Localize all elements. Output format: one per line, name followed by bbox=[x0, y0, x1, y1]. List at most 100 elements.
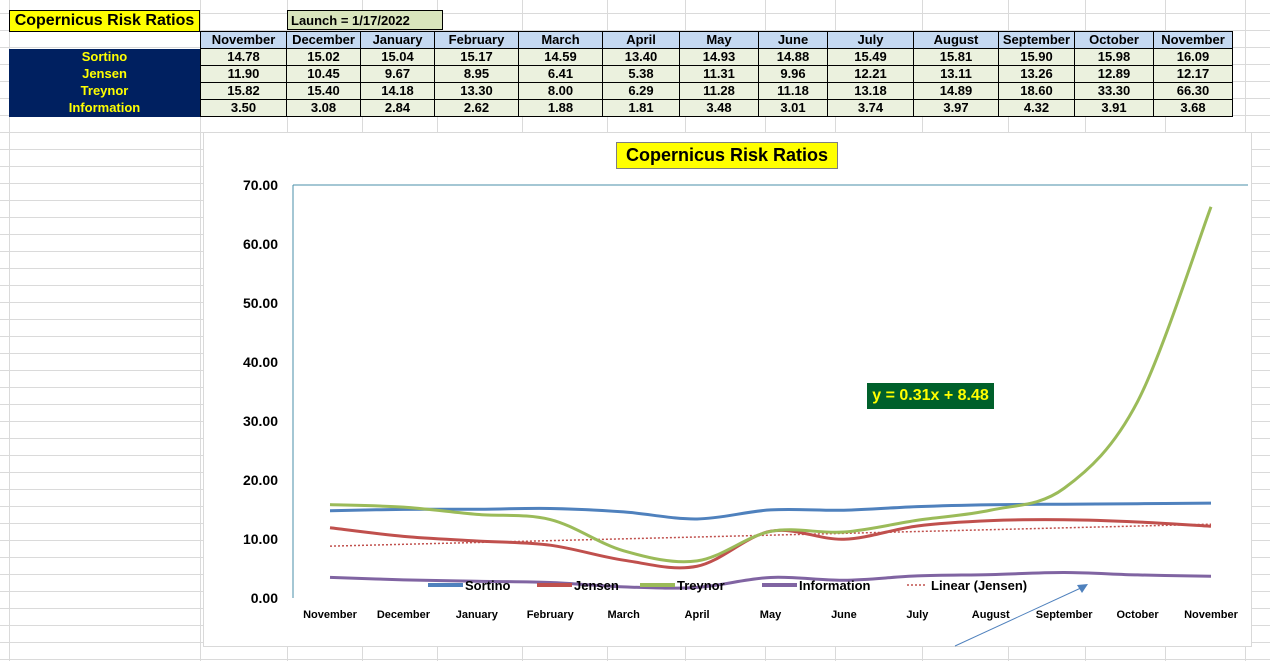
y-tick-label: 0.00 bbox=[251, 590, 278, 606]
table-row: Jensen 11.90 10.45 9.67 8.95 6.41 5.38 11.31 9.9… bbox=[9, 65, 1233, 83]
y-tick-label: 70.00 bbox=[243, 177, 278, 193]
month-header[interactable]: January bbox=[360, 31, 435, 49]
value-cell[interactable]: 18.60 bbox=[998, 82, 1075, 100]
month-header[interactable]: March bbox=[518, 31, 603, 49]
y-tick-label: 10.00 bbox=[243, 531, 278, 547]
value-cell[interactable]: 1.81 bbox=[602, 99, 680, 117]
value-cell[interactable]: 11.18 bbox=[758, 82, 828, 100]
value-cell[interactable]: 2.62 bbox=[434, 99, 519, 117]
row-label[interactable]: Treynor bbox=[9, 82, 201, 100]
value-cell[interactable]: 4.32 bbox=[998, 99, 1075, 117]
row-label[interactable]: Jensen bbox=[9, 65, 201, 83]
y-tick-label: 20.00 bbox=[243, 472, 278, 488]
value-cell[interactable]: 6.41 bbox=[518, 65, 603, 83]
arrow-head-icon bbox=[1077, 584, 1088, 593]
value-cell[interactable]: 12.17 bbox=[1153, 65, 1233, 83]
legend-label: Information bbox=[799, 578, 871, 593]
month-header[interactable]: June bbox=[758, 31, 828, 49]
legend-label: Treynor bbox=[677, 578, 725, 593]
annotation-arrow bbox=[954, 586, 1084, 647]
y-tick-label: 60.00 bbox=[243, 236, 278, 252]
x-tick-label: June bbox=[831, 609, 857, 621]
value-cell[interactable]: 14.89 bbox=[913, 82, 999, 100]
value-cell[interactable]: 16.09 bbox=[1153, 48, 1233, 66]
series-line-information bbox=[329, 571, 1212, 590]
x-tick-label: September bbox=[1036, 609, 1094, 621]
x-tick-label: December bbox=[377, 609, 431, 621]
month-header[interactable]: November bbox=[1153, 31, 1233, 49]
value-cell[interactable]: 14.59 bbox=[518, 48, 603, 66]
trendline-jensen bbox=[329, 523, 1212, 547]
legend-label: Jensen bbox=[574, 578, 619, 593]
value-cell[interactable]: 13.11 bbox=[913, 65, 999, 83]
table-row: Information 3.50 3.08 2.84 2.62 1.88 1.81 3.48 3… bbox=[9, 99, 1233, 117]
x-tick-label: July bbox=[906, 609, 929, 621]
month-header[interactable]: April bbox=[602, 31, 680, 49]
value-cell[interactable]: 3.50 bbox=[200, 99, 287, 117]
month-header[interactable]: August bbox=[913, 31, 999, 49]
value-cell[interactable]: 6.29 bbox=[602, 82, 680, 100]
value-cell[interactable]: 33.30 bbox=[1074, 82, 1154, 100]
value-cell[interactable]: 3.97 bbox=[913, 99, 999, 117]
risk-ratio-chart[interactable]: Copernicus Risk Ratios y = 0.31x + 8.48 bbox=[203, 132, 1252, 647]
series-line-treynor bbox=[329, 206, 1213, 564]
sheet-title[interactable]: Copernicus Risk Ratios bbox=[9, 10, 200, 32]
row-label[interactable]: Sortino bbox=[9, 48, 201, 66]
value-cell[interactable]: 15.90 bbox=[998, 48, 1075, 66]
risk-ratio-table: November December January February March Apri… bbox=[9, 31, 1233, 117]
x-tick-label: August bbox=[972, 609, 1010, 621]
value-cell[interactable]: 3.91 bbox=[1074, 99, 1154, 117]
x-tick-label: February bbox=[527, 609, 575, 621]
value-cell[interactable]: 15.40 bbox=[286, 82, 361, 100]
value-cell[interactable]: 13.40 bbox=[602, 48, 680, 66]
value-cell[interactable]: 1.88 bbox=[518, 99, 603, 117]
series-line-sortino bbox=[329, 501, 1212, 521]
y-tick-label: 30.00 bbox=[243, 413, 278, 429]
value-cell[interactable]: 12.21 bbox=[827, 65, 914, 83]
x-tick-label: January bbox=[456, 609, 499, 621]
launch-date-cell[interactable]: Launch = 1/17/2022 bbox=[287, 10, 443, 30]
legend-label: Linear (Jensen) bbox=[931, 578, 1027, 593]
month-header[interactable]: September bbox=[998, 31, 1075, 49]
month-header[interactable]: December bbox=[286, 31, 361, 49]
value-cell[interactable]: 13.30 bbox=[434, 82, 519, 100]
month-header[interactable]: November bbox=[200, 31, 287, 49]
value-cell[interactable]: 14.88 bbox=[758, 48, 828, 66]
value-cell[interactable]: 15.81 bbox=[913, 48, 999, 66]
x-tick-label: November bbox=[303, 609, 358, 621]
value-cell[interactable]: 3.01 bbox=[758, 99, 828, 117]
x-tick-label: October bbox=[1116, 609, 1159, 621]
y-tick-label: 40.00 bbox=[243, 354, 278, 370]
month-header[interactable]: July bbox=[827, 31, 914, 49]
value-cell[interactable]: 15.98 bbox=[1074, 48, 1154, 66]
table-row: Treynor 15.82 15.40 14.18 13.30 8.00 6.29 11.28… bbox=[9, 82, 1233, 100]
value-cell[interactable]: 15.02 bbox=[286, 48, 361, 66]
chart-title: Copernicus Risk Ratios bbox=[616, 142, 838, 169]
month-header[interactable]: May bbox=[679, 31, 759, 49]
x-tick-label: March bbox=[607, 609, 640, 621]
value-cell[interactable]: 3.68 bbox=[1153, 99, 1233, 117]
x-tick-label: November bbox=[1184, 609, 1239, 621]
value-cell[interactable]: 9.96 bbox=[758, 65, 828, 83]
month-header[interactable]: October bbox=[1074, 31, 1154, 49]
value-cell[interactable]: 2.84 bbox=[360, 99, 435, 117]
value-cell[interactable]: 66.30 bbox=[1153, 82, 1233, 100]
value-cell[interactable]: 3.08 bbox=[286, 99, 361, 117]
value-cell[interactable]: 13.26 bbox=[998, 65, 1075, 83]
y-tick-label: 50.00 bbox=[243, 295, 278, 311]
value-cell[interactable]: 11.31 bbox=[679, 65, 759, 83]
x-tick-label: April bbox=[685, 609, 710, 621]
value-cell[interactable]: 11.28 bbox=[679, 82, 759, 100]
value-cell[interactable]: 8.00 bbox=[518, 82, 603, 100]
value-cell[interactable]: 15.04 bbox=[360, 48, 435, 66]
trendline-equation: y = 0.31x + 8.48 bbox=[867, 383, 994, 409]
value-cell[interactable]: 3.74 bbox=[827, 99, 914, 117]
value-cell[interactable]: 15.49 bbox=[827, 48, 914, 66]
x-tick-label: May bbox=[760, 609, 782, 621]
legend-label: Sortino bbox=[465, 578, 511, 593]
value-cell[interactable]: 14.18 bbox=[360, 82, 435, 100]
row-label[interactable]: Information bbox=[9, 99, 201, 117]
month-header[interactable]: February bbox=[434, 31, 519, 49]
value-cell[interactable]: 15.82 bbox=[200, 82, 287, 100]
